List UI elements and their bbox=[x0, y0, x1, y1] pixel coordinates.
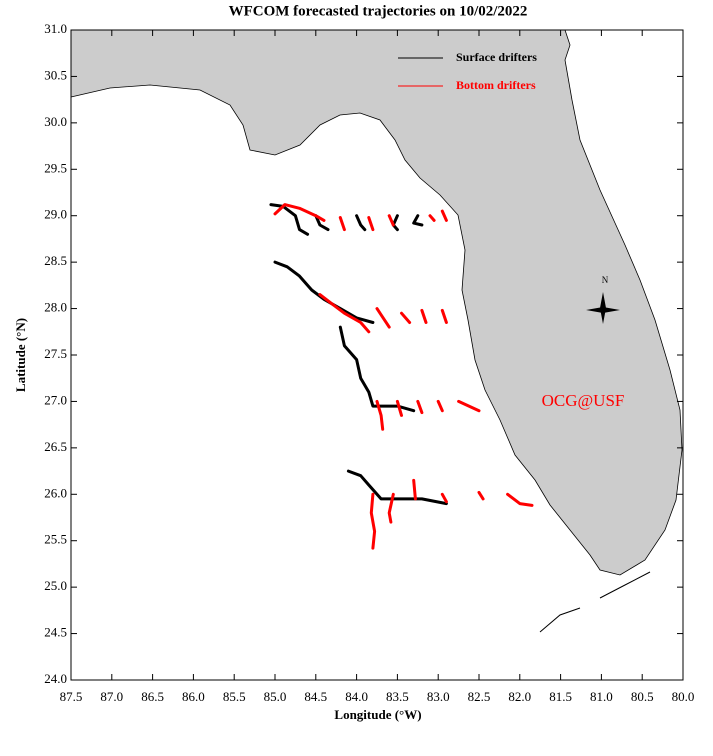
x-tick-label: 82.5 bbox=[468, 689, 491, 704]
y-axis-label: Latitude (°N) bbox=[13, 318, 28, 392]
x-tick-label: 83.5 bbox=[386, 689, 409, 704]
y-tick-label: 29.0 bbox=[44, 207, 67, 222]
y-tick-label: 30.5 bbox=[44, 67, 67, 82]
x-tick-label: 82.0 bbox=[508, 689, 531, 704]
trajectory bbox=[400, 311, 412, 324]
compass-star bbox=[586, 307, 620, 313]
trajectory bbox=[346, 469, 448, 506]
x-tick-label: 85.0 bbox=[264, 689, 287, 704]
y-tick-label: 31.0 bbox=[44, 21, 67, 36]
x-axis-label: Longitude (°W) bbox=[334, 707, 421, 722]
trajectory bbox=[314, 214, 330, 232]
y-tick-label: 26.0 bbox=[44, 485, 67, 500]
legend-label: Surface drifters bbox=[456, 50, 537, 64]
trajectory bbox=[387, 214, 395, 227]
trajectory bbox=[367, 216, 375, 232]
trajectory bbox=[428, 214, 436, 222]
keys bbox=[539, 571, 651, 633]
trajectory bbox=[420, 308, 428, 324]
trajectory bbox=[436, 399, 444, 413]
trajectory bbox=[412, 478, 417, 501]
y-tick-label: 27.5 bbox=[44, 346, 67, 361]
trajectory bbox=[477, 490, 485, 501]
trajectory bbox=[440, 492, 448, 504]
trajectory bbox=[355, 214, 367, 232]
trajectory bbox=[416, 399, 424, 415]
trajectory bbox=[269, 203, 310, 236]
x-tick-label: 83.0 bbox=[427, 689, 450, 704]
x-tick-label: 81.0 bbox=[590, 689, 613, 704]
y-tick-label: 24.5 bbox=[44, 625, 67, 640]
trajectory bbox=[338, 216, 346, 232]
trajectory bbox=[318, 293, 371, 334]
legend-label: Bottom drifters bbox=[456, 78, 536, 92]
y-tick-label: 30.0 bbox=[44, 114, 67, 129]
trajectory bbox=[369, 492, 377, 550]
trajectory bbox=[273, 260, 375, 324]
trajectory bbox=[273, 203, 326, 222]
y-tick-label: 27.0 bbox=[44, 392, 67, 407]
trajectory bbox=[387, 492, 395, 524]
y-tick-label: 25.5 bbox=[44, 532, 67, 547]
compass: N bbox=[586, 275, 620, 324]
x-tick-label: 80.5 bbox=[631, 689, 654, 704]
land bbox=[70, 29, 683, 576]
trajectory bbox=[440, 209, 448, 222]
trajectory bbox=[375, 307, 391, 329]
trajectory bbox=[375, 399, 385, 431]
y-tick-label: 28.0 bbox=[44, 300, 67, 315]
x-tick-label: 87.0 bbox=[100, 689, 123, 704]
x-tick-label: 85.5 bbox=[223, 689, 246, 704]
trajectory bbox=[506, 492, 534, 507]
x-tick-label: 86.0 bbox=[182, 689, 205, 704]
trajectory bbox=[440, 308, 448, 324]
trajectory bbox=[412, 214, 424, 227]
compass-label: N bbox=[602, 275, 609, 285]
x-tick-label: 84.5 bbox=[304, 689, 327, 704]
annotation: OCG@USF bbox=[542, 391, 625, 410]
x-tick-label: 87.5 bbox=[60, 689, 83, 704]
trajectory bbox=[338, 325, 416, 413]
trajectory bbox=[457, 399, 481, 413]
y-tick-label: 28.5 bbox=[44, 253, 67, 268]
x-tick-label: 80.0 bbox=[672, 689, 695, 704]
x-tick-label: 81.5 bbox=[549, 689, 572, 704]
y-tick-label: 24.0 bbox=[44, 671, 67, 686]
chart-title: WFCOM forecasted trajectories on 10/02/2… bbox=[229, 3, 528, 19]
x-tick-label: 84.0 bbox=[345, 689, 368, 704]
trajectory bbox=[395, 399, 403, 417]
y-tick-label: 29.5 bbox=[44, 160, 67, 175]
y-tick-label: 25.0 bbox=[44, 578, 67, 593]
x-tick-label: 86.5 bbox=[141, 689, 164, 704]
y-tick-label: 26.5 bbox=[44, 439, 67, 454]
